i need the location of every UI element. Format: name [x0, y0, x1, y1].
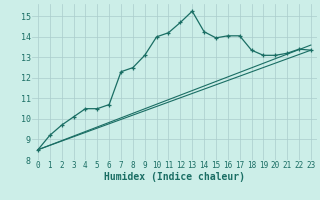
X-axis label: Humidex (Indice chaleur): Humidex (Indice chaleur): [104, 172, 245, 182]
